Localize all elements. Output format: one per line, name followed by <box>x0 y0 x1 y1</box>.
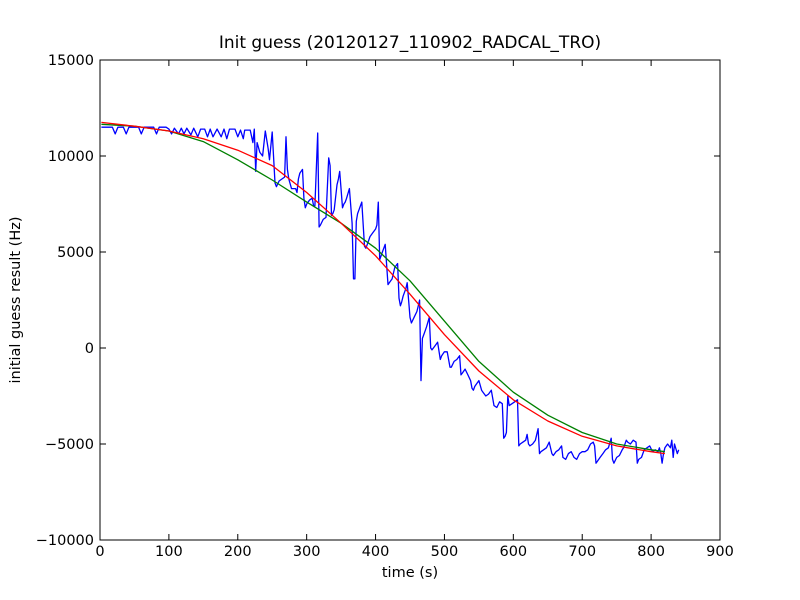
x-tick-label: 500 <box>431 544 459 560</box>
y-tick-label: −5000 <box>45 437 94 453</box>
chart-title: Init guess (20120127_110902_RADCAL_TRO) <box>219 33 601 53</box>
y-axis: −10000 −5000 0 5000 10000 15000 <box>36 53 720 549</box>
x-tick-label: 200 <box>224 544 252 560</box>
x-tick-label: 0 <box>95 544 104 560</box>
x-tick-label: 100 <box>155 544 183 560</box>
x-tick-label: 700 <box>568 544 596 560</box>
y-axis-label: initial guess result (Hz) <box>8 217 24 384</box>
y-tick-label: 5000 <box>57 245 94 261</box>
series-layer <box>101 121 680 464</box>
y-tick-label: 15000 <box>48 53 94 69</box>
y-tick-label: 10000 <box>48 149 94 165</box>
x-tick-label: 300 <box>293 544 321 560</box>
series-line-2 <box>101 123 665 453</box>
series-line-3 <box>101 121 665 455</box>
x-tick-label: 600 <box>499 544 527 560</box>
x-tick-label: 400 <box>362 544 390 560</box>
plot-frame <box>99 59 721 541</box>
y-tick-label: 0 <box>85 341 94 357</box>
y-tick-label: −10000 <box>36 533 94 549</box>
x-tick-label: 800 <box>637 544 665 560</box>
x-axis: 0 100 200 300 400 500 600 700 800 900 <box>95 60 734 560</box>
x-axis-label: time (s) <box>382 565 438 581</box>
x-tick-label: 900 <box>706 544 734 560</box>
series-line-1 <box>101 126 680 464</box>
